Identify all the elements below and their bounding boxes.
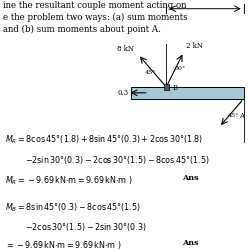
Text: Ans: Ans: [182, 174, 199, 182]
Text: ine the resultant couple moment acting on
e the problem two ways: (a) sum moment: ine the resultant couple moment acting o…: [3, 1, 188, 34]
Text: Ans: Ans: [182, 239, 199, 247]
Text: 45°: 45°: [228, 114, 239, 118]
Text: 1.5 m: 1.5 m: [195, 0, 215, 2]
Text: 8 kN: 8 kN: [117, 45, 134, 53]
Text: $-2\cos30°(1.5)-2\sin30°(0.3)$: $-2\cos30°(1.5)-2\sin30°(0.3)$: [25, 221, 147, 233]
Text: 2 kN: 2 kN: [186, 42, 203, 50]
Text: $M_R = -9.69\,\mathrm{kN{\cdot}m} = 9.69\,\mathrm{kN{\cdot}m}\ )$: $M_R = -9.69\,\mathrm{kN{\cdot}m} = 9.69…: [5, 174, 132, 187]
Bar: [164, 84, 169, 90]
Text: $-2\sin30°(0.3)-2\cos30°(1.5)-8\cos45°(1.5)$: $-2\sin30°(0.3)-2\cos30°(1.5)-8\cos45°(1…: [25, 154, 210, 166]
Text: B: B: [172, 84, 178, 92]
Text: 45°: 45°: [144, 70, 156, 75]
Bar: [131, 87, 244, 99]
Text: $M_B = 8\sin45°(0.3)-8\cos45°(1.5)$: $M_B = 8\sin45°(0.3)-8\cos45°(1.5)$: [5, 202, 141, 214]
Text: 30°: 30°: [174, 66, 186, 70]
Text: A: A: [239, 112, 244, 120]
Text: $M_R = 8\cos45°(1.8)+8\sin45°(0.3)+2\cos30°(1.8)$: $M_R = 8\cos45°(1.8)+8\sin45°(0.3)+2\cos…: [5, 134, 203, 146]
Text: $= -9.69\,\mathrm{kN{\cdot}m} = 9.69\,\mathrm{kN{\cdot}m}\ )$: $= -9.69\,\mathrm{kN{\cdot}m} = 9.69\,\m…: [5, 239, 121, 250]
Text: 0.3: 0.3: [118, 89, 129, 97]
